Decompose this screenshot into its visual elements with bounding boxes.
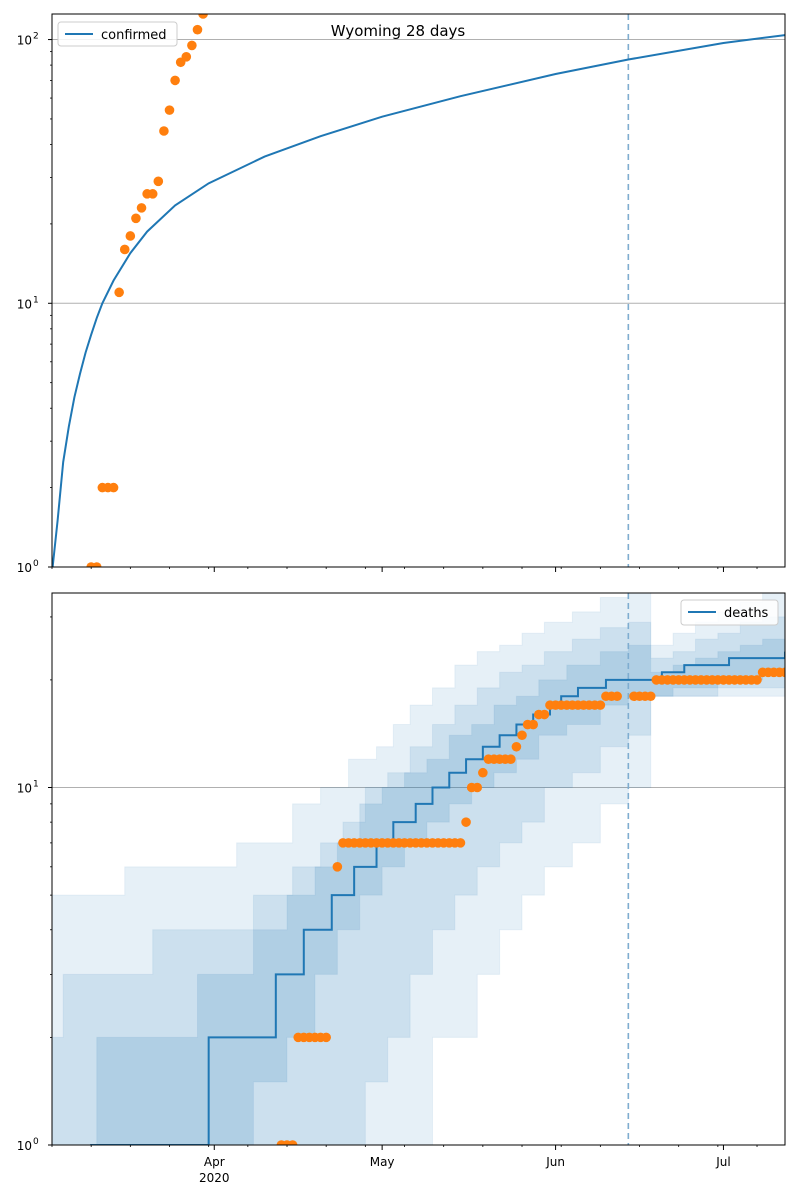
confirmed-points-layer [86,14,208,567]
data-point [455,838,466,848]
legend-confirmed: confirmed [57,21,178,47]
data-point [119,244,130,255]
data-point [91,562,102,567]
y-tick-exponent: 0 [33,559,39,569]
uncertainty-band-inner [96,633,785,1145]
data-point [528,719,539,730]
y-tick-exponent: 1 [33,780,39,790]
confirmed-line-layer [52,34,785,567]
data-point [287,1140,298,1145]
series-line-confirmed [52,34,785,567]
legend-box [57,21,178,47]
y-tick-label: 10 [17,1139,32,1153]
data-point [108,482,119,493]
data-point [114,287,124,298]
y-tick-exponent: 2 [33,32,39,42]
data-point [506,754,516,764]
data-point [136,203,147,213]
data-point [645,691,656,702]
y-tick-label: 10 [17,782,32,796]
plot-frame [51,592,786,1146]
data-point [164,105,175,115]
data-point [539,709,550,720]
y-tick-label: 10 [17,297,32,311]
data-point [147,189,158,199]
data-point [170,75,180,86]
legend-deaths: deaths [680,599,779,626]
data-point [181,52,192,62]
data-point [159,126,169,136]
y-tick-label: 10 [17,34,32,48]
data-point [187,40,197,51]
y-tick-exponent: 1 [33,295,39,305]
x-tick-label: Jul [715,1155,730,1169]
plot-frame [51,13,786,568]
data-point [472,782,483,793]
data-point [752,675,762,685]
data-point [511,741,522,752]
data-point [612,691,622,702]
data-point [198,14,208,19]
legend-box [680,599,779,626]
y-tick-exponent: 0 [33,1137,39,1147]
x-tick-label: Apr [204,1155,225,1169]
legend-label-deaths: deaths [724,606,769,621]
x-tick-sublabel: 2020 [199,1171,230,1185]
data-point [780,667,785,678]
data-point [517,730,527,741]
data-point [478,767,488,778]
data-point [332,862,343,872]
data-point [153,176,164,187]
deaths-points-layer [276,667,785,1145]
data-point [321,1032,331,1043]
data-point [192,24,203,35]
data-point [461,817,471,827]
x-axis-ticks: Apr 2020 May Jun Jul [51,1145,758,1185]
data-point [131,213,141,224]
data-point [125,231,136,241]
uncertainty-bands-layer [52,593,785,1145]
x-tick-label: Jun [545,1155,565,1169]
data-point [595,700,606,710]
chart-title: Wyoming 28 days [331,22,466,40]
x-tick-label: May [370,1155,395,1169]
legend-label-confirmed: confirmed [101,28,167,43]
y-tick-label: 10 [17,561,32,575]
x-axis-ticks [51,567,758,572]
